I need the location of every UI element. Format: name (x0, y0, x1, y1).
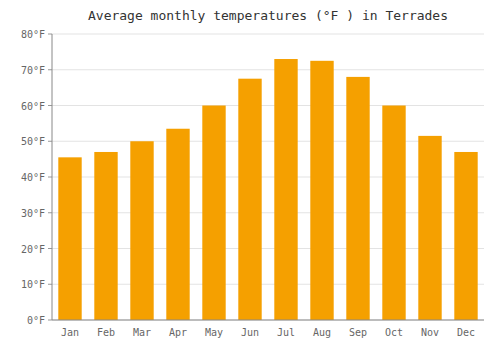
bar (58, 157, 81, 320)
grid-line (52, 320, 484, 321)
y-tick (48, 69, 52, 70)
x-tick-label: Mar (133, 327, 151, 338)
x-tick-label: Dec (457, 327, 475, 338)
chart-container: Average monthly temperatures (°F ) in Te… (0, 0, 500, 350)
y-tick-label: 20°F (21, 244, 45, 255)
bars (58, 59, 477, 320)
x-tick-label: Jun (241, 327, 259, 338)
bar (274, 59, 297, 320)
bar (130, 141, 153, 320)
bar (166, 129, 189, 320)
y-tick-label: 10°F (21, 279, 45, 290)
bar (238, 79, 261, 320)
bar (202, 106, 225, 321)
grid (52, 34, 484, 320)
bar (310, 61, 333, 320)
title: Average monthly temperatures (°F ) in Te… (88, 8, 448, 23)
y-tick (48, 284, 52, 285)
x-tick-label: Feb (97, 327, 115, 338)
bar (382, 106, 405, 321)
y-tick (48, 34, 52, 35)
y-tick (48, 248, 52, 249)
bar (454, 152, 477, 320)
bar (346, 77, 369, 320)
y-tick-label: 40°F (21, 172, 45, 183)
y-tick (48, 177, 52, 178)
x-axis (52, 320, 484, 321)
bar (418, 136, 441, 320)
y-tick (48, 212, 52, 213)
grid-line (52, 34, 484, 35)
y-tick (48, 320, 52, 321)
x-tick-label: Jan (61, 327, 79, 338)
x-tick-label: Jul (277, 327, 295, 338)
y-tick-label: 80°F (21, 29, 45, 40)
grid-line (52, 69, 484, 70)
x-tick-label: Sep (349, 327, 367, 338)
x-tick-label: May (205, 327, 223, 338)
x-tick-label: Nov (421, 327, 439, 338)
bar (94, 152, 117, 320)
chart: Average monthly temperatures (°F ) in Te… (0, 0, 500, 350)
y-tick (48, 141, 52, 142)
grid-line (52, 105, 484, 106)
y-tick (48, 105, 52, 106)
y-tick-label: 30°F (21, 208, 45, 219)
y-tick-label: 60°F (21, 101, 45, 112)
y-tick-label: 70°F (21, 65, 45, 76)
x-tick-label: Oct (385, 327, 403, 338)
y-tick-label: 0°F (27, 315, 45, 326)
y-axis (52, 34, 53, 320)
x-tick-label: Apr (169, 327, 187, 338)
x-tick-label: Aug (313, 327, 331, 338)
y-tick-label: 50°F (21, 136, 45, 147)
